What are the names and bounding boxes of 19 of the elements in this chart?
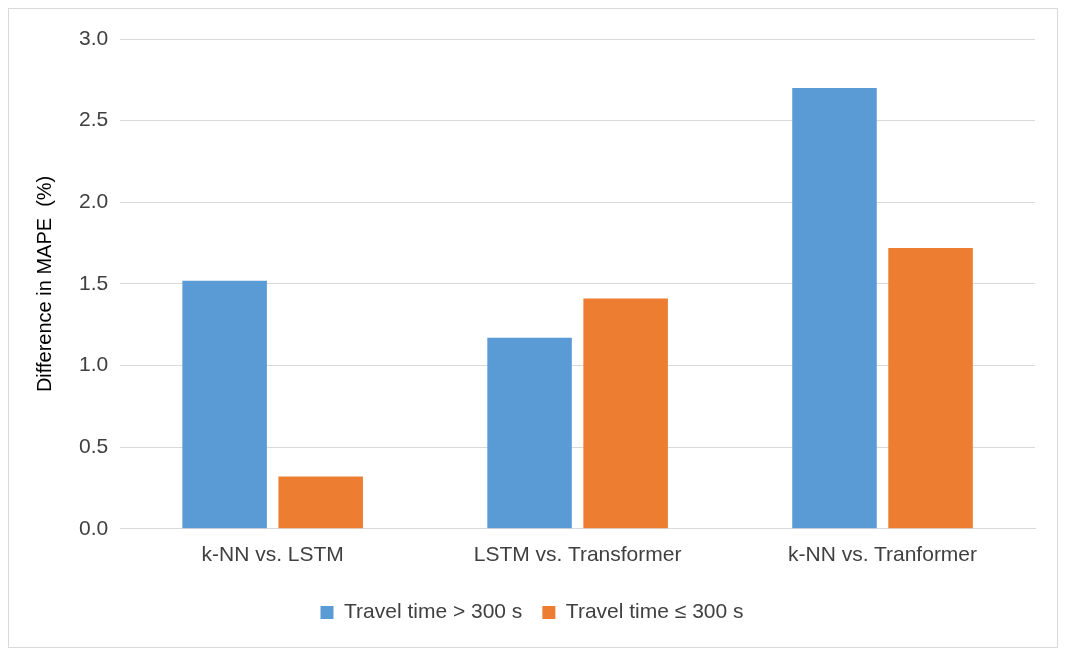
bar (487, 337, 572, 529)
y-tick-label: 3.0 (78, 25, 109, 49)
y-tick-label: 0.0 (78, 515, 109, 539)
legend-label: Travel time > 300 s (343, 599, 523, 623)
y-tick-label: 0.5 (78, 433, 109, 457)
bar (583, 298, 668, 529)
bar (278, 476, 363, 529)
y-tick-label: 2.5 (78, 107, 109, 131)
bar (792, 87, 877, 529)
x-tick-label: k-NN vs. LSTM (201, 542, 344, 566)
y-axis-title: Difference in MAPE (%) (32, 175, 55, 393)
x-tick-label: k-NN vs. Tranformer (788, 542, 978, 566)
bar (182, 280, 267, 529)
y-tick-label: 2.0 (78, 189, 109, 213)
y-tick-label: 1.0 (78, 352, 109, 376)
bar (888, 247, 973, 529)
x-tick-label: LSTM vs. Transformer (473, 542, 682, 566)
y-tick-label: 1.5 (78, 270, 109, 294)
legend-label: Travel time ≤ 300 s (565, 599, 744, 623)
